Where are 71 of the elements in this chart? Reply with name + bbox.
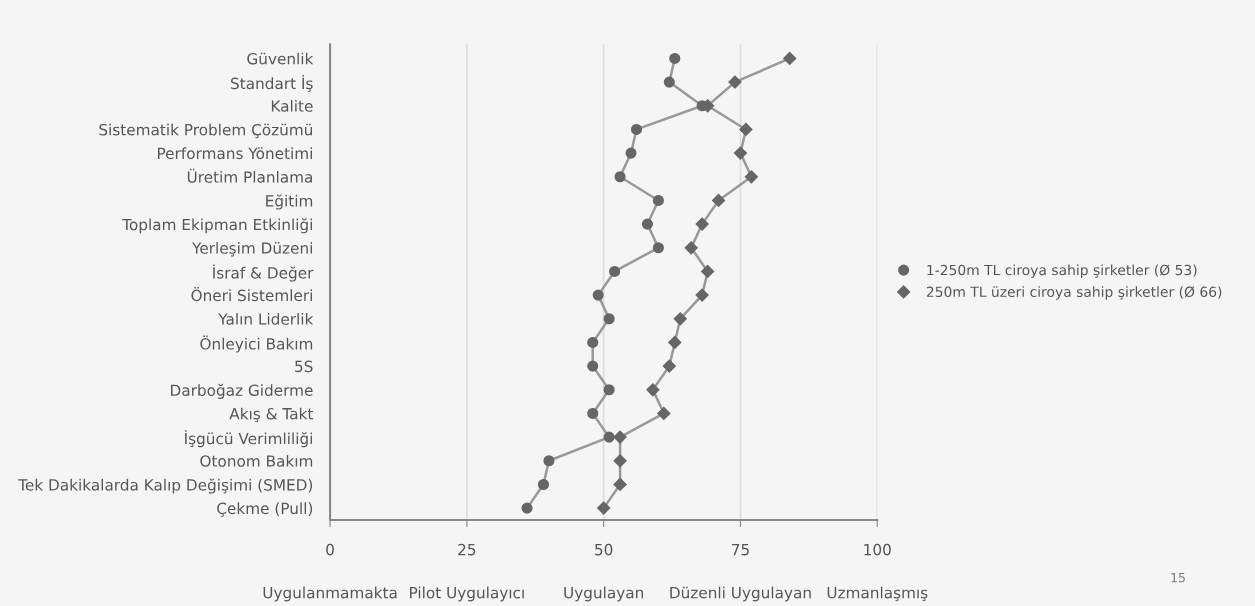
point: [673, 312, 687, 326]
y-tick-label: Yerleşim Düzeni: [192, 241, 312, 257]
point: [733, 146, 748, 160]
y-tick-label: Eğitim: [266, 194, 313, 210]
text: Düzenli Uygulayan: [670, 586, 811, 602]
x-tick-label: 75: [731, 544, 749, 556]
y-tick-label: Performans Yönetimi: [157, 147, 312, 160]
text: Uygulayan: [564, 586, 644, 602]
point: [652, 194, 664, 206]
text: Uygulanmamakta: [263, 586, 397, 602]
y-tick-label: Çekme (Pull): [217, 502, 313, 517]
point: [592, 289, 604, 301]
point: [521, 502, 533, 514]
point: [587, 360, 599, 372]
point: [744, 170, 758, 184]
point: [587, 336, 599, 349]
x-tick-label: 50: [595, 543, 613, 556]
y-tick-label: Kalite: [271, 99, 313, 112]
y-tick-label: İşgücü Verimliliği: [185, 430, 312, 448]
point: [641, 218, 653, 230]
y-tick-label: Tek Dakikalarda Kalıp Değişimi (SMED): [18, 478, 313, 494]
y-tick-label: Akış & Takt: [229, 407, 314, 423]
point: [695, 288, 709, 302]
point: [603, 313, 615, 325]
y-tick-label: Üretim Planlama: [187, 168, 313, 183]
point: [657, 406, 671, 421]
point: [603, 384, 615, 396]
point: [613, 477, 627, 492]
y-tick-label: Otonom Bakım: [200, 454, 313, 467]
y-tick-label: Standart İş: [231, 75, 313, 92]
text: Pilot Uygulayıcı: [410, 586, 524, 602]
y-tick-label: 5S: [295, 360, 313, 373]
point: [543, 455, 555, 467]
point: [684, 241, 698, 255]
x-tick-label: 100: [864, 543, 891, 556]
y-tick-label: Darboğaz Giderme: [171, 383, 313, 399]
y-tick-label: Güvenlik: [247, 52, 314, 65]
y-tick-label: Önleyici Bakım: [200, 335, 313, 353]
point: [613, 430, 627, 444]
legend-label: 250m TL üzeri ciroya sahip şirketler (Ø 66): [926, 286, 1222, 300]
legend-label: 1-250m TL ciroya sahip şirketler (Ø 53): [927, 264, 1197, 278]
point: [587, 407, 599, 420]
point: [695, 217, 709, 231]
point: [669, 52, 681, 64]
point: [614, 171, 626, 183]
point: [783, 51, 797, 66]
point: [603, 431, 615, 443]
point: [728, 75, 742, 89]
x-tick-label: 0: [326, 543, 334, 556]
y-tick-label: Toplam Ekipman Etkinliği: [122, 218, 312, 234]
point: [739, 122, 753, 137]
point: [613, 454, 627, 468]
point: [630, 123, 643, 135]
y-tick-label: İsraf & Değer: [213, 264, 314, 282]
point: [609, 265, 621, 277]
point: [668, 335, 682, 350]
point: [662, 359, 676, 373]
y-tick-label: Yalın Liderlik: [218, 312, 314, 325]
text: Uzmanlaşmış: [827, 586, 928, 602]
y-tick-label: Öneri Sistemleri: [191, 287, 312, 302]
text: 15: [1171, 573, 1185, 583]
point: [646, 383, 660, 397]
point: [663, 76, 675, 88]
point: [625, 147, 637, 159]
point: [652, 242, 664, 254]
x-tick-label: 25: [458, 543, 476, 556]
point: [711, 193, 726, 208]
point: [537, 478, 550, 491]
point: [701, 264, 715, 279]
y-tick-label: Sistematik Problem Çözümü: [99, 123, 313, 139]
point: [597, 501, 611, 515]
